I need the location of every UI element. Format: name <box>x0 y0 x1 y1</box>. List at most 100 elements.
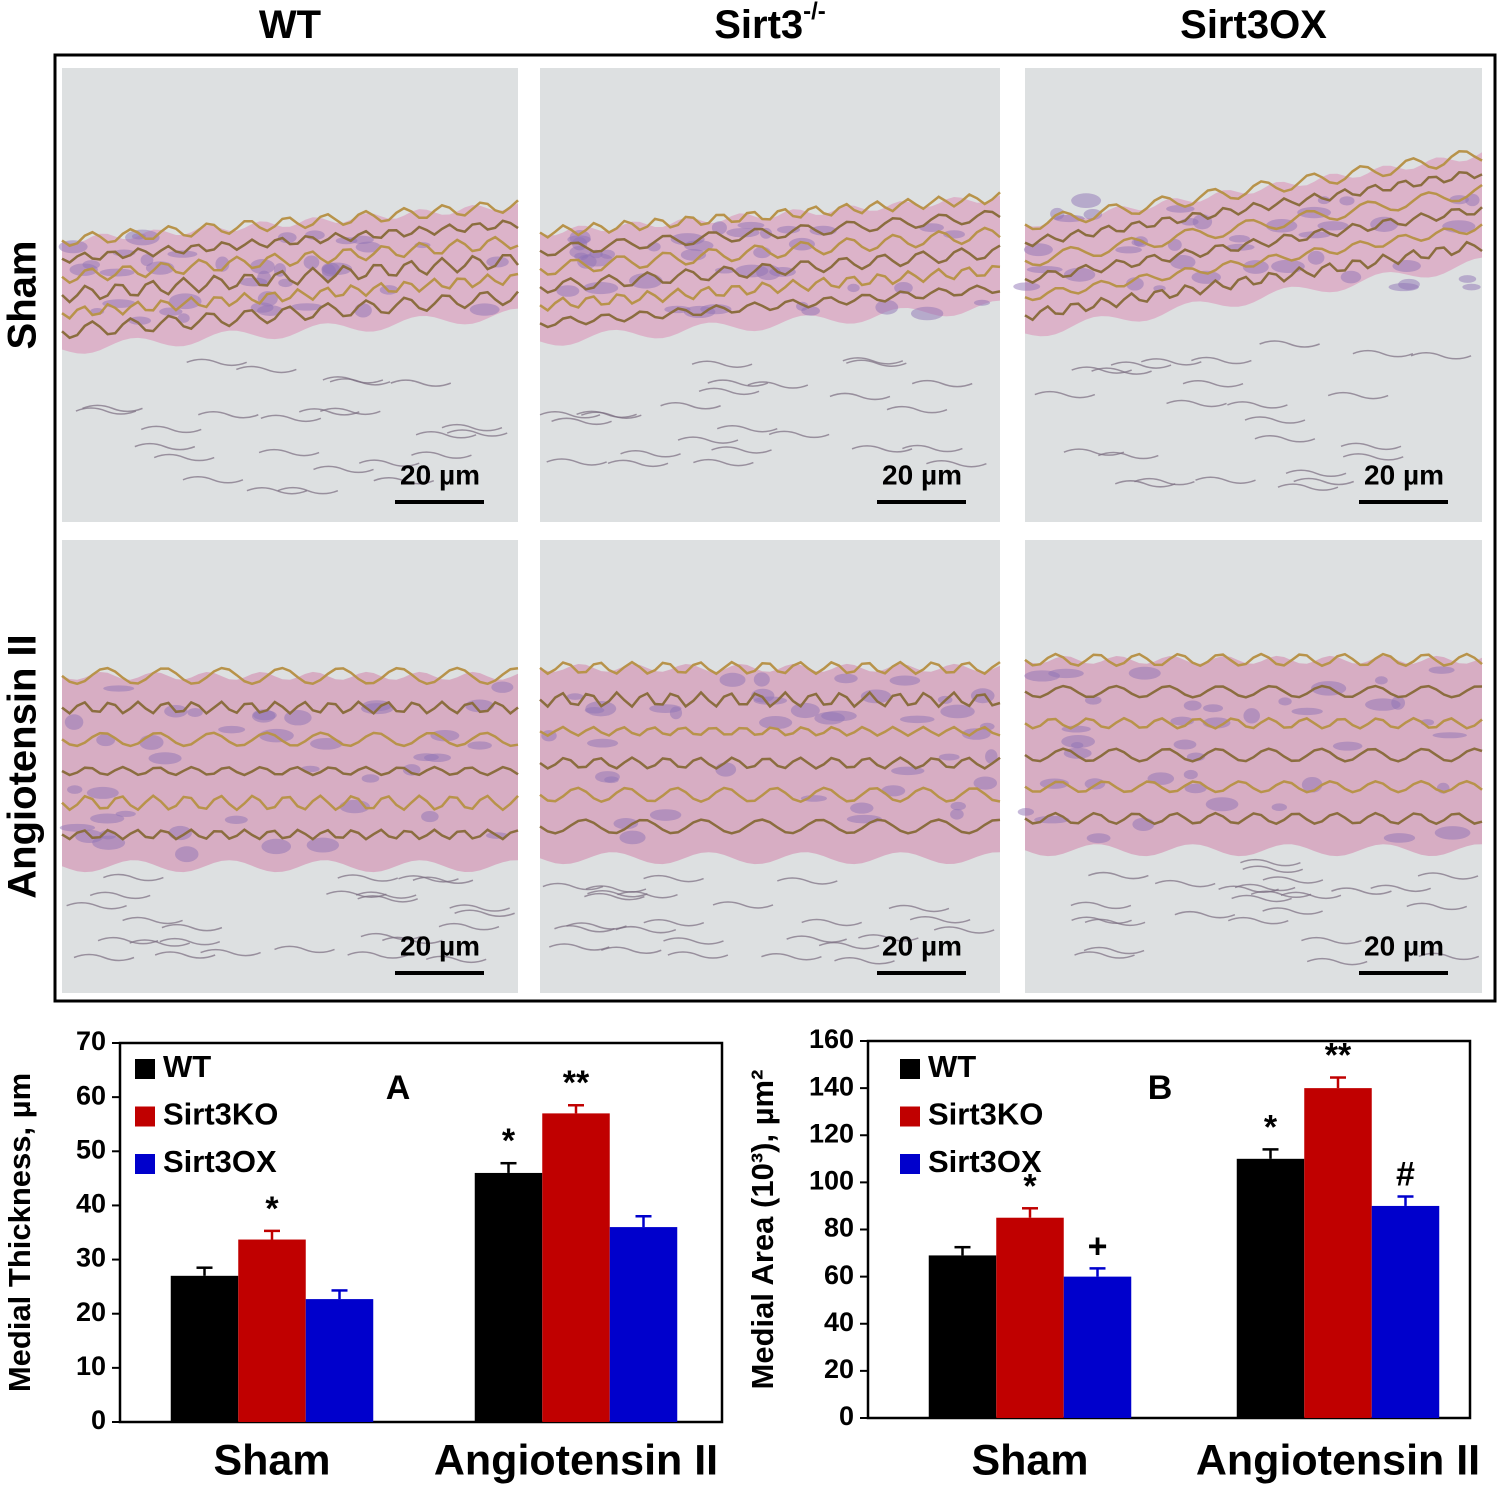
significance-marker: * <box>1264 1108 1278 1146</box>
y-tick-label: 160 <box>809 1024 854 1054</box>
column-header-superscript: -/- <box>803 0 826 25</box>
nucleus <box>1432 732 1467 739</box>
column-header-text: Sirt3OX <box>1180 3 1327 47</box>
adventitia-fiber <box>274 945 335 954</box>
bar <box>1371 1205 1440 1418</box>
column-header: WT <box>259 3 321 47</box>
nucleus <box>1173 739 1197 750</box>
nucleus <box>491 681 514 693</box>
adventitia-fiber <box>1091 367 1152 375</box>
error-bar <box>1022 1207 1038 1218</box>
nucleus <box>821 710 857 722</box>
adventitia-fiber <box>858 934 919 942</box>
adventitia-fiber <box>667 951 729 959</box>
nucleus <box>261 838 292 855</box>
adventitia-fiber <box>660 402 721 410</box>
nucleus <box>1243 708 1260 724</box>
bar <box>238 1239 306 1422</box>
y-tick-label: 40 <box>76 1189 106 1219</box>
nucleus <box>1332 741 1363 751</box>
adventitia-fiber <box>546 458 607 466</box>
adventitia-fiber <box>643 918 705 927</box>
y-tick-label: 120 <box>809 1118 854 1148</box>
adventitia-fiber <box>909 915 971 924</box>
adventitia-fiber <box>1083 946 1145 955</box>
significance-marker: + <box>1088 1227 1108 1265</box>
adventitia-fiber <box>1280 891 1342 900</box>
y-tick-label: 20 <box>76 1297 106 1327</box>
adventitia-fiber <box>712 901 774 909</box>
adventitia-fiber <box>438 922 500 931</box>
adventitia-fiber <box>1342 453 1404 461</box>
significance-marker: * <box>265 1190 279 1228</box>
adventitia-fiber <box>299 408 360 416</box>
nucleus <box>1063 267 1096 282</box>
adventitia-fiber <box>382 936 443 945</box>
adventitia-fiber <box>1071 916 1132 925</box>
nucleus <box>600 249 616 259</box>
error-bar <box>264 1229 280 1240</box>
legend-swatch <box>900 1154 920 1174</box>
adventitia-fiber <box>73 953 135 962</box>
adventitia-fiber <box>258 448 320 457</box>
adventitia-fiber <box>542 882 604 891</box>
nucleus <box>59 823 96 832</box>
tissue-band <box>62 671 518 873</box>
y-tick-label: 30 <box>76 1243 106 1273</box>
x-tick-label: Sham <box>213 1436 330 1484</box>
y-tick-label: 10 <box>76 1351 106 1381</box>
adventitia-fiber <box>1195 476 1256 484</box>
nucleus <box>1307 250 1325 265</box>
elastic-lamina <box>539 284 1001 329</box>
nucleus <box>889 675 921 686</box>
legend-swatch <box>135 1059 155 1079</box>
nucleus <box>303 255 320 270</box>
error-bar <box>1262 1148 1279 1159</box>
adventitia-fiber <box>886 405 948 414</box>
nucleus <box>430 729 460 742</box>
nucleus <box>1271 803 1287 812</box>
adventitia-fiber <box>358 459 420 467</box>
nucleus <box>251 709 276 723</box>
adventitia-fiber <box>140 425 202 434</box>
adventitia-fiber <box>707 379 769 387</box>
adventitia-fiber <box>1084 918 1146 927</box>
adventitia-fiber <box>768 430 830 439</box>
nucleus <box>1340 270 1362 284</box>
bar <box>928 1255 997 1418</box>
nucleus <box>910 306 944 321</box>
scale-bar-label: 20 µm <box>882 930 962 961</box>
adventitia-fiber <box>1114 480 1176 488</box>
adventitia-fiber <box>357 895 418 903</box>
adventitia-fiber <box>818 941 880 950</box>
nucleus <box>1365 698 1401 711</box>
nucleus <box>1132 817 1155 831</box>
adventitia-fiber <box>1174 910 1236 919</box>
nucleus <box>1317 221 1349 231</box>
y-axis-label: Medial Area (10³), µm² <box>745 1070 780 1390</box>
elastic-lamina <box>539 226 1001 276</box>
nucleus <box>973 299 990 306</box>
adventitia-fiber <box>1110 361 1172 369</box>
elastic-lamina <box>1024 206 1483 285</box>
adventitia-fiber <box>747 381 809 389</box>
error-bar <box>331 1289 348 1300</box>
adventitia-fiber <box>373 476 435 485</box>
adventitia-fiber <box>617 890 678 899</box>
elastic-lamina <box>61 235 519 285</box>
nucleus <box>940 704 975 719</box>
adventitia-fiber <box>911 379 973 388</box>
nucleus <box>834 673 858 684</box>
elastic-lamina <box>61 794 519 812</box>
nucleus <box>277 232 297 244</box>
nucleus <box>1013 282 1041 291</box>
bar <box>542 1113 610 1422</box>
nucleus <box>875 299 899 315</box>
elastic-lamina <box>1024 779 1483 794</box>
nucleus <box>1183 700 1202 711</box>
nucleus <box>82 260 100 270</box>
adventitia-fiber <box>246 486 308 495</box>
y-tick-label: 40 <box>824 1307 854 1337</box>
nucleus <box>604 776 619 784</box>
nucleus <box>224 815 248 824</box>
